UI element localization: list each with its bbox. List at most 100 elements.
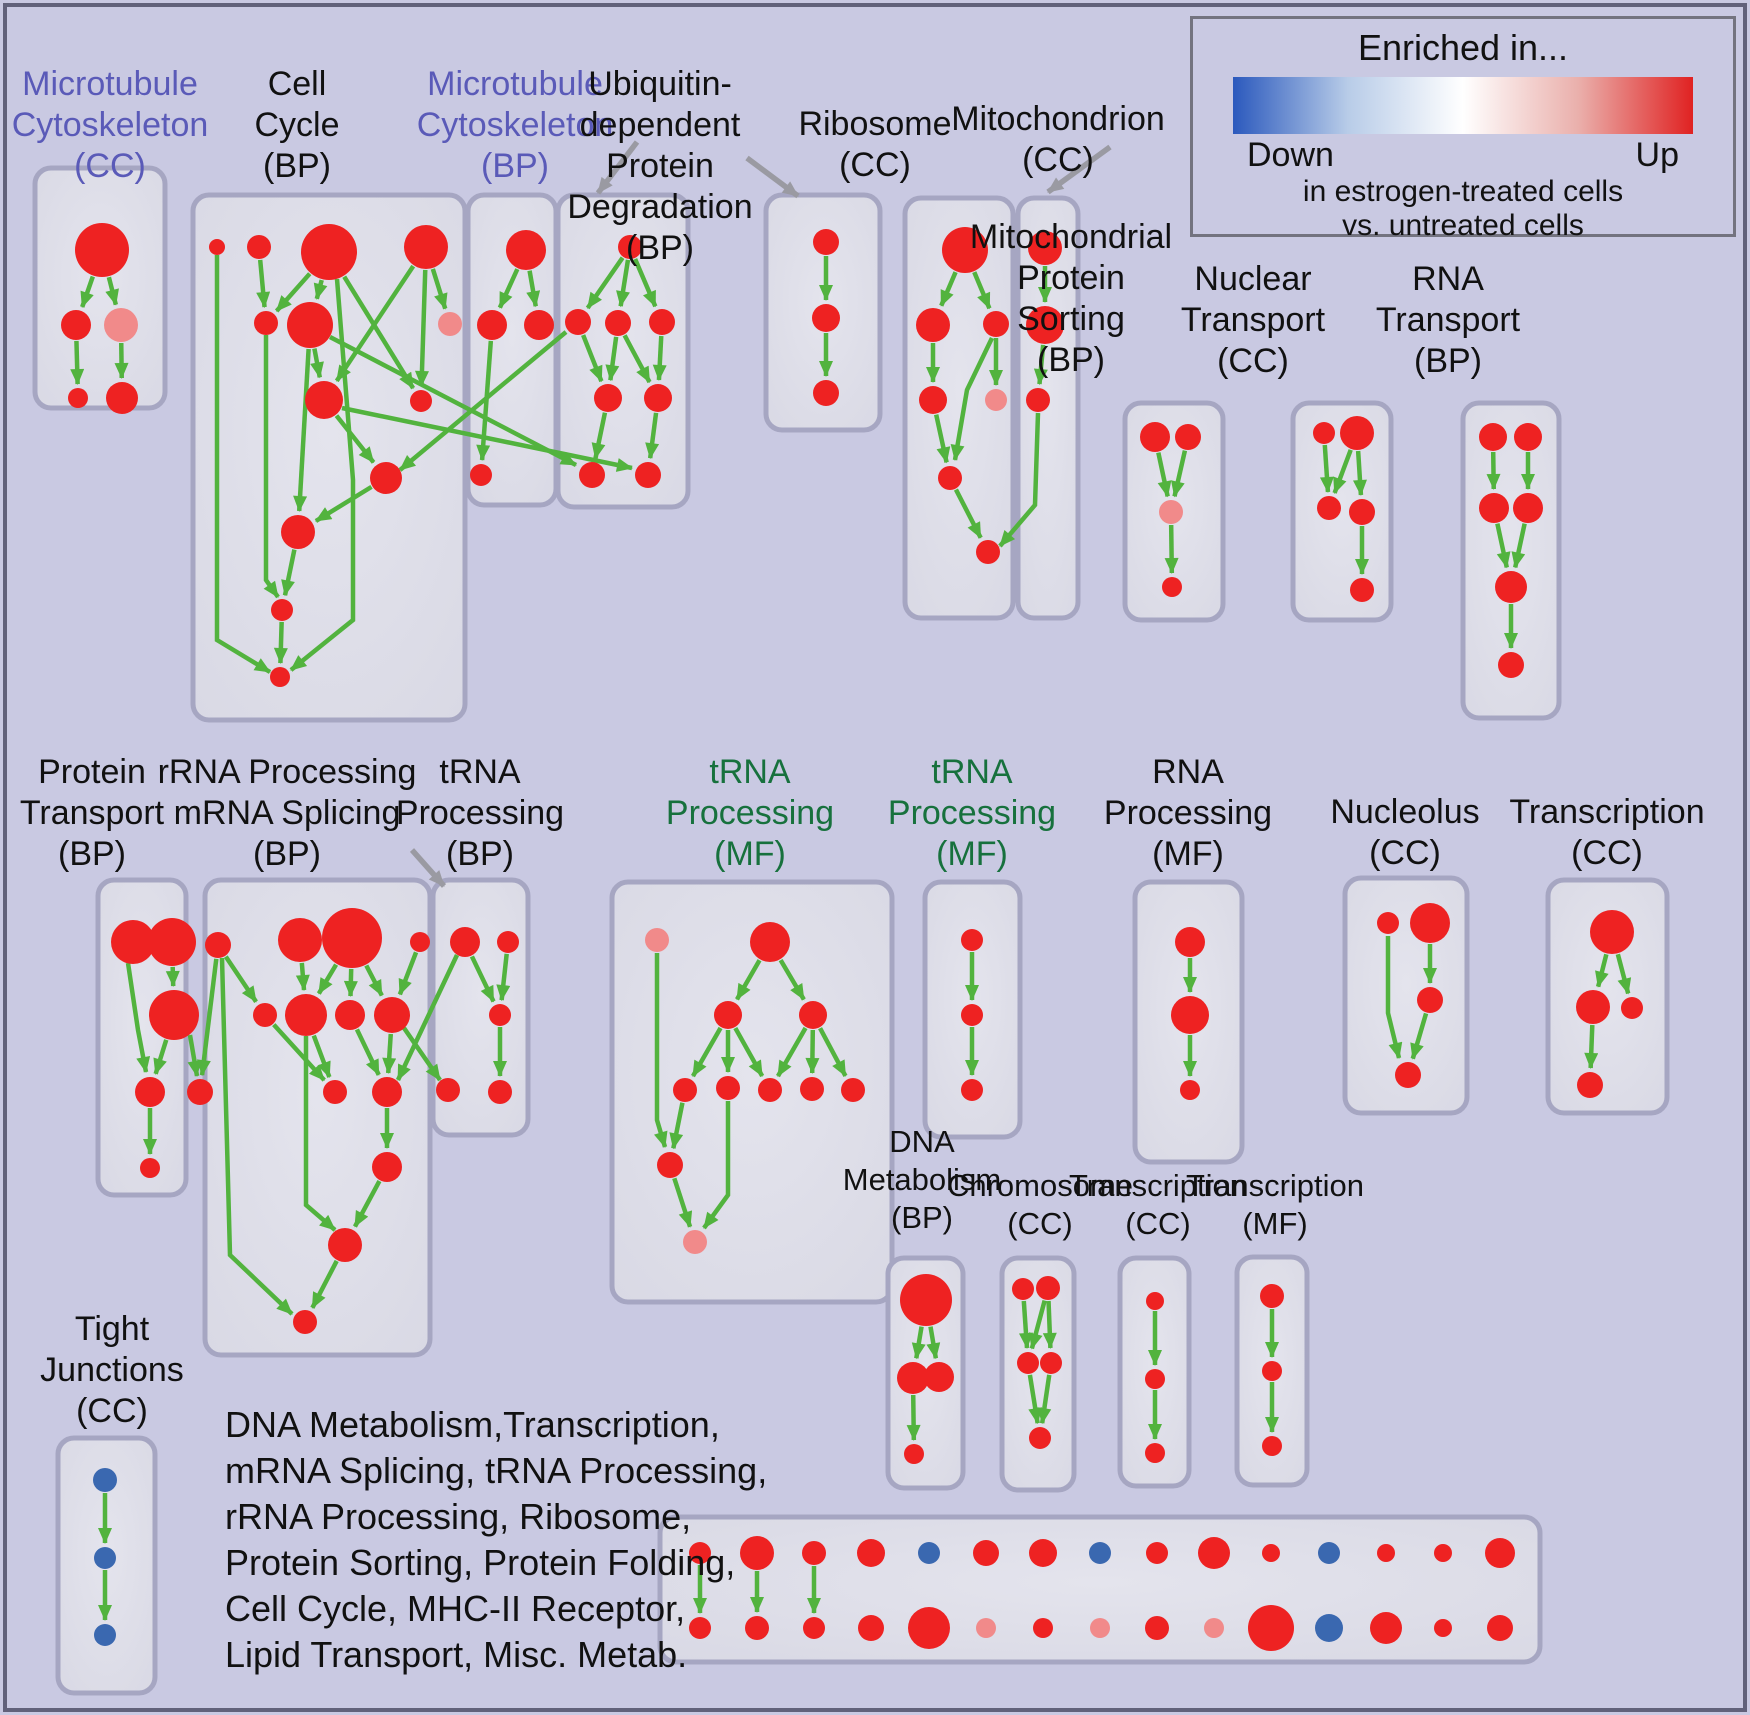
ubiquitin-bp-label: Ubiquitin-dependent Protein Degradation (BP… — [567, 65, 752, 267]
nuclear-transport-cc-node-4 — [1350, 578, 1374, 602]
trna-processing-mf-2-node-0 — [961, 929, 983, 951]
misc-metabolism-strip-node-10 — [1262, 1544, 1280, 1562]
transcription-cc-1-edge-1 — [1615, 953, 1632, 995]
dna-metabolism-bp-node-1 — [897, 1362, 929, 1394]
rna-transport-bp-edge-3 — [1511, 523, 1527, 569]
misc-metabolism-strip-node-4 — [918, 1542, 940, 1564]
misc-metabolism-strip-node-5 — [973, 1540, 999, 1566]
misc-metabolism-strip-node-7 — [1089, 1542, 1111, 1564]
microtubule-cytoskeleton-bp-node-3 — [470, 464, 492, 486]
mitochondrial-protein-sorting-bp-edge-1 — [1171, 450, 1188, 498]
ubiquitin-degradation-bp-1-edge-2 — [633, 258, 658, 308]
rrna-processing-mrna-splicing-bp-node-1 — [278, 918, 322, 962]
trna-processing-mf-2-node-2 — [961, 1079, 983, 1101]
rna-processing-mf-node-2 — [1180, 1080, 1200, 1100]
ribosome-cc-label: Ribosome (CC) — [798, 105, 951, 184]
nuclear-transport-cc-node-0 — [1313, 422, 1335, 444]
protein-transport-bp-label: Protein Transport (BP) — [20, 753, 165, 873]
rrna-processing-mrna-splicing-bp-node-4 — [187, 1079, 213, 1105]
nuclear-transport-cc-node-1 — [1340, 416, 1374, 450]
microtubule-cytoskeleton-cc-box — [32, 165, 168, 411]
trna-processing-mf-1-node-0 — [645, 928, 669, 952]
rrna-processing-mrna-splicing-bp-node-3 — [410, 932, 430, 952]
trna-processing-mf-1-node-6 — [758, 1078, 782, 1102]
cell-cycle-bp-node-12 — [270, 667, 290, 687]
trna-processing-mf-1-edge-4 — [733, 1026, 765, 1078]
microtubule-cytoskeleton-cc-label: Microtubule Cytoskeleton (CC) — [12, 65, 209, 185]
nuclear-transport-cc-edge-1 — [1332, 449, 1353, 494]
protein-transport-bp-node-3 — [135, 1077, 165, 1107]
ubiquitin-degradation-bp-1-node-6 — [579, 462, 605, 488]
rrna-processing-mrna-splicing-bp-edge-2 — [295, 962, 310, 992]
nuclear-transport-cc-edge-0 — [1319, 444, 1334, 494]
misc-metabolism-strip-node-24 — [1204, 1618, 1224, 1638]
microtubule-cytoskeleton-cc-node-3 — [68, 388, 88, 408]
ubiquitin-degradation-bp-2-node-2 — [813, 380, 839, 406]
protein-transport-bp-node-2 — [149, 990, 199, 1040]
cell-cycle-bp-edge-2 — [313, 279, 328, 300]
ribosome-cc-edge-0 — [939, 271, 958, 307]
rrna-processing-mrna-splicing-bp-node-13 — [293, 1310, 317, 1334]
misc-annotation-text: DNA Metabolism,Transcription, mRNA Splic… — [225, 1402, 767, 1678]
trna-processing-bp-edge-0 — [469, 955, 496, 1003]
nucleolus-cc-node-0 — [1377, 912, 1399, 934]
ribosome-cc-edge-path-0 — [950, 337, 995, 461]
trna-processing-mf-1-edge-0 — [735, 959, 762, 1001]
dna-metabolism-bp-edge-1 — [926, 1326, 941, 1360]
transcription-mf-node-0 — [1260, 1284, 1284, 1308]
rna-transport-bp-node-5 — [1498, 652, 1524, 678]
rrna-processing-mrna-splicing-bp-edge-1 — [196, 958, 219, 1077]
cell-cycle-bp-edge-12 — [273, 621, 288, 665]
trna-processing-bp-label: tRNA Processing (BP) — [396, 753, 564, 873]
cell-cycle-bp-edge-7 — [310, 348, 324, 379]
cell-cycle-bp-label: Cell Cycle (BP) — [254, 65, 339, 185]
misc-metabolism-strip-node-22 — [1090, 1618, 1110, 1638]
ubiquitin-degradation-bp-1-node-7 — [635, 462, 661, 488]
transcription-mf-label: Transcription (MF) — [1186, 1168, 1364, 1241]
transcription-cc-2-node-2 — [1145, 1443, 1165, 1463]
rrna-processing-mrna-splicing-bp-edge-6 — [397, 951, 419, 996]
rrna-processing-mrna-splicing-bp-edge-10 — [382, 1033, 397, 1075]
trna-processing-mf-1-edge-8 — [669, 1102, 685, 1150]
rrna-processing-mrna-splicing-bp-node-2 — [322, 908, 382, 968]
ubiquitin-degradation-bp-2-node-1 — [812, 304, 840, 332]
chromosome-cc-edge-4 — [1037, 1374, 1052, 1425]
rna-transport-bp-edge-2 — [1495, 523, 1511, 569]
trna-processing-mf-1-edge-path-0 — [654, 953, 668, 1148]
mitochondrial-protein-sorting-bp-edge-0 — [1156, 452, 1172, 498]
nucleolus-cc-node-2 — [1417, 987, 1443, 1013]
nuclear-transport-cc-node-3 — [1349, 499, 1375, 525]
trna-processing-mf-1-node-9 — [657, 1152, 683, 1178]
misc-metabolism-strip-node-9 — [1198, 1537, 1230, 1569]
cross-edge-1 — [341, 405, 633, 472]
rrna-processing-mrna-splicing-bp-edge-13 — [310, 1259, 339, 1309]
microtubule-cytoskeleton-bp-node-2 — [524, 310, 554, 340]
ubiquitin-degradation-bp-1-node-4 — [594, 384, 622, 412]
cell-cycle-bp-node-11 — [271, 599, 293, 621]
cell-cycle-bp-edge-0 — [256, 259, 271, 309]
trna-processing-bp-node-1 — [497, 931, 519, 953]
cross-edge-2 — [398, 330, 568, 472]
trna-processing-mf-1-edge-9 — [672, 1177, 693, 1228]
rrna-processing-mrna-splicing-bp-node-5 — [253, 1003, 277, 1027]
ubiquitin-degradation-bp-2-node-0 — [813, 229, 839, 255]
ubiquitin-degradation-bp-1-node-1 — [565, 309, 591, 335]
rrna-processing-mrna-splicing-bp-node-12 — [328, 1228, 362, 1262]
misc-metabolism-strip-box — [657, 1514, 1543, 1665]
legend-subtitle-2: vs. untreated cells — [1342, 209, 1584, 242]
transcription-cc-1-node-3 — [1577, 1072, 1603, 1098]
nuclear-transport-cc-label: Nuclear Transport (CC) — [1181, 260, 1326, 380]
misc-metabolism-strip-node-2 — [802, 1541, 826, 1565]
misc-metabolism-strip-node-0 — [689, 1542, 711, 1564]
ribosome-cc-edge-1 — [972, 271, 992, 310]
transcription-cc-1-label: Transcription (CC) — [1509, 793, 1704, 872]
cell-cycle-bp-edge-8 — [334, 414, 376, 464]
ubiquitin-degradation-bp-1-node-3 — [649, 309, 675, 335]
mitochondrion-cc-node-1 — [1026, 306, 1064, 344]
rrna-processing-mrna-splicing-bp-edge-0 — [223, 955, 258, 1003]
misc-metabolism-strip-node-12 — [1377, 1544, 1395, 1562]
misc-text-line: Lipid Transport, Misc. Metab. — [225, 1634, 688, 1675]
ubiquitin-degradation-bp-1-node-2 — [605, 310, 631, 336]
figure-border — [3, 3, 1747, 1712]
transcription-cc-1-edge-2 — [1584, 1024, 1599, 1070]
